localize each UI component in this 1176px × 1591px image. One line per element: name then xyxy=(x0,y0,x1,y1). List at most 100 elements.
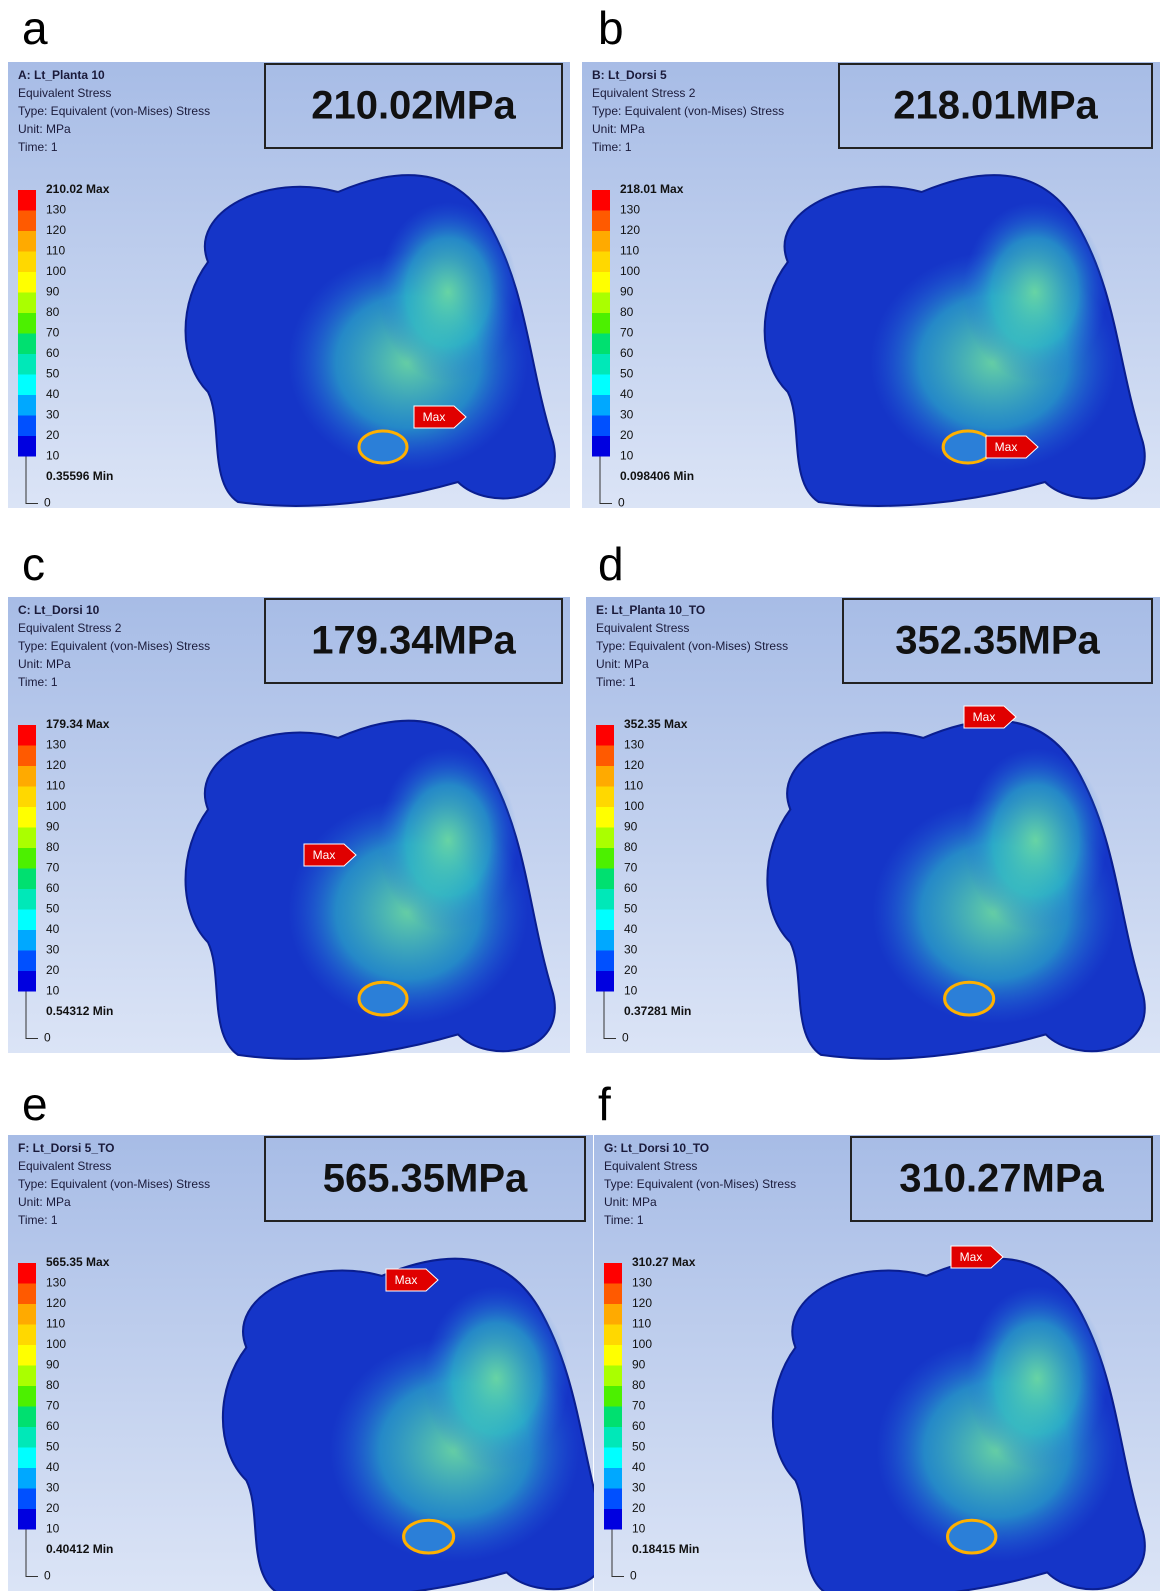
legend-level: 120 xyxy=(46,223,66,237)
max-marker-label: Max xyxy=(960,1250,983,1264)
legend-swatch xyxy=(18,930,36,951)
legend-swatch xyxy=(596,746,614,767)
max-marker-label: Max xyxy=(973,710,996,724)
bone-hole xyxy=(945,982,994,1015)
legend-swatch xyxy=(18,416,36,437)
legend-swatch xyxy=(18,354,36,375)
legend-level: 120 xyxy=(632,1296,652,1310)
legend-level: 120 xyxy=(620,223,640,237)
bone-hole xyxy=(404,1520,454,1553)
result-header: Type: Equivalent (von-Mises) Stress xyxy=(18,1177,210,1191)
result-header: Type: Equivalent (von-Mises) Stress xyxy=(18,639,210,653)
legend-zero: 0 xyxy=(630,1569,637,1583)
bone-hole xyxy=(359,982,407,1015)
stress-region xyxy=(423,1286,569,1470)
bone-hole xyxy=(948,1520,996,1553)
legend-level: 130 xyxy=(46,203,66,217)
stress-region xyxy=(378,748,518,932)
legend-level: 50 xyxy=(620,367,634,381)
legend-swatch xyxy=(18,313,36,334)
legend-swatch xyxy=(592,252,610,273)
legend-level: 120 xyxy=(46,758,66,772)
legend-swatch xyxy=(18,375,36,396)
legend-swatch xyxy=(18,1304,36,1325)
result-header: Type: Equivalent (von-Mises) Stress xyxy=(18,104,210,118)
legend-level: 30 xyxy=(632,1481,646,1495)
result-header: Time: 1 xyxy=(604,1213,644,1227)
legend-swatch xyxy=(604,1489,622,1510)
result-header: G: Lt_Dorsi 10_TO xyxy=(604,1141,709,1155)
legend-level: 20 xyxy=(46,963,60,977)
legend-swatch xyxy=(18,725,36,746)
legend-swatch xyxy=(18,828,36,849)
legend-level: 60 xyxy=(632,1419,646,1433)
legend-level: 30 xyxy=(620,408,634,422)
legend-swatch xyxy=(592,416,610,437)
legend-level: 60 xyxy=(620,346,634,360)
legend-swatch xyxy=(18,766,36,787)
legend-level: 80 xyxy=(620,305,634,319)
legend-level: 30 xyxy=(624,943,638,957)
legend-level: 40 xyxy=(620,387,634,401)
result-header: F: Lt_Dorsi 5_TO xyxy=(18,1141,114,1155)
legend-level: 30 xyxy=(46,1481,60,1495)
legend-swatch xyxy=(18,252,36,273)
stress-region xyxy=(964,748,1107,932)
legend-swatch xyxy=(18,869,36,890)
legend-swatch xyxy=(18,1345,36,1366)
legend-swatch xyxy=(592,395,610,416)
legend-level: 130 xyxy=(632,1276,652,1290)
legend-level: 100 xyxy=(620,264,640,278)
legend-swatch xyxy=(592,272,610,293)
legend-level: 50 xyxy=(46,367,60,381)
legend-swatch xyxy=(18,1366,36,1387)
legend-zero: 0 xyxy=(618,496,625,510)
legend-swatch xyxy=(18,1263,36,1284)
legend-swatch xyxy=(18,395,36,416)
max-marker-label: Max xyxy=(423,410,446,424)
legend-level: 70 xyxy=(632,1399,646,1413)
legend-level: 90 xyxy=(632,1358,646,1372)
result-header: Equivalent Stress xyxy=(18,86,111,100)
legend-swatch xyxy=(18,1468,36,1489)
legend-level: 70 xyxy=(620,326,634,340)
legend-level: 10 xyxy=(624,984,638,998)
legend-level: 120 xyxy=(46,1296,66,1310)
legend-level: 110 xyxy=(632,1317,651,1331)
legend-swatch xyxy=(592,436,610,457)
legend-swatch xyxy=(604,1325,622,1346)
legend-swatch xyxy=(18,436,36,457)
legend-level: 60 xyxy=(46,346,60,360)
result-header: C: Lt_Dorsi 10 xyxy=(18,603,100,617)
legend-swatch xyxy=(596,807,614,828)
legend-level: 60 xyxy=(624,881,638,895)
result-header: Equivalent Stress 2 xyxy=(18,621,122,635)
legend-zero: 0 xyxy=(44,496,51,510)
legend-level: 10 xyxy=(46,984,60,998)
panel-letter: a xyxy=(22,2,48,54)
legend-level: 130 xyxy=(46,1276,66,1290)
legend-level: 110 xyxy=(46,244,65,258)
result-header: E: Lt_Planta 10_TO xyxy=(596,603,705,617)
legend-level: 10 xyxy=(620,449,634,463)
legend-swatch xyxy=(18,272,36,293)
result-header: Unit: MPa xyxy=(18,1195,71,1209)
result-header: B: Lt_Dorsi 5 xyxy=(592,68,667,82)
legend-swatch xyxy=(18,746,36,767)
legend-swatch xyxy=(596,910,614,931)
legend-level: 30 xyxy=(46,408,60,422)
legend-swatch xyxy=(604,1263,622,1284)
legend-level: 40 xyxy=(46,387,60,401)
legend-max: 210.02 Max xyxy=(46,182,110,196)
legend-min: 0.40412 Min xyxy=(46,1542,113,1556)
legend-swatch xyxy=(592,375,610,396)
legend-swatch xyxy=(604,1304,622,1325)
stress-region xyxy=(967,1286,1108,1470)
legend-swatch xyxy=(18,889,36,910)
panel-letter: b xyxy=(598,2,624,54)
legend-level: 110 xyxy=(46,779,65,793)
legend-max: 179.34 Max xyxy=(46,717,110,731)
legend-swatch xyxy=(592,293,610,314)
legend-swatch xyxy=(18,848,36,869)
stress-region xyxy=(378,202,518,382)
